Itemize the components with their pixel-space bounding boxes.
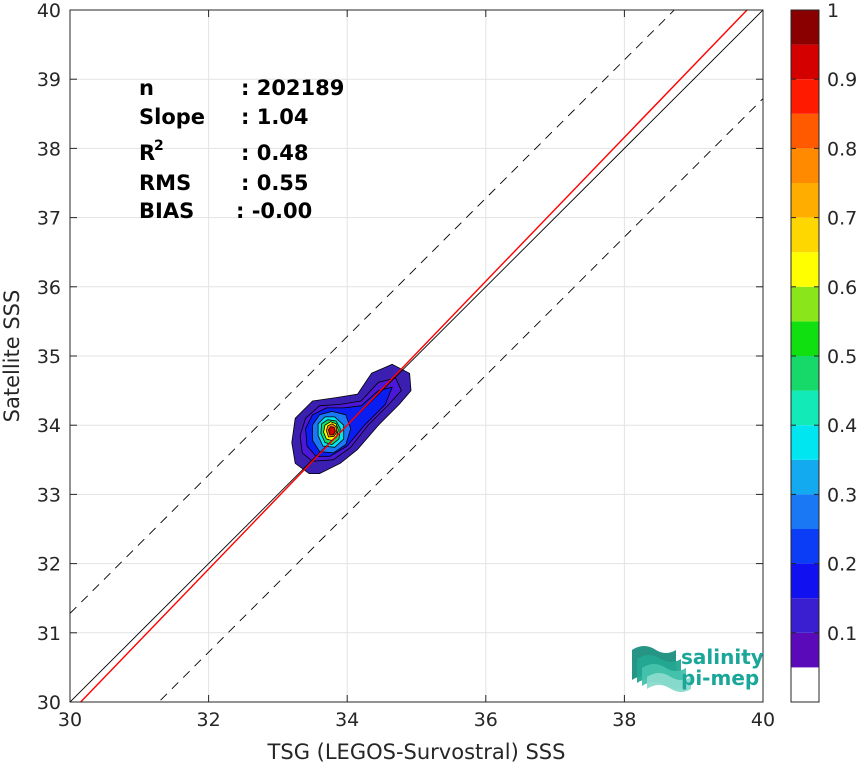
y-tick-label: 38 (37, 138, 61, 160)
colorbar-band (791, 113, 819, 149)
stat-label: R (139, 141, 155, 165)
density-contour (328, 426, 336, 436)
y-tick-label: 34 (37, 415, 61, 437)
colorbar-tick-label: 0.9 (827, 69, 857, 91)
logo-line2: pi-mep (681, 666, 759, 690)
stat-label: RMS (139, 171, 191, 195)
x-tick-label: 36 (474, 709, 498, 731)
x-tick-label: 34 (335, 709, 359, 731)
colorbar-tick-label: 0.1 (827, 623, 857, 645)
x-tick-label: 30 (58, 709, 82, 731)
colorbar-tick-label: 0.7 (827, 208, 857, 230)
x-tick-label: 32 (197, 709, 221, 731)
logo-line1: salinity (681, 645, 764, 669)
colorbar-band (791, 10, 819, 45)
y-axis-label: Satellite SSS (0, 290, 24, 423)
colorbar-band (791, 183, 819, 218)
colorbar-band (791, 44, 819, 80)
colorbar-band (791, 632, 819, 668)
colorbar-band (791, 252, 819, 287)
upper-bound-line (70, 10, 675, 614)
x-tick-label: 38 (612, 709, 636, 731)
stat-value: : 1.04 (241, 105, 309, 129)
identity-line (70, 10, 763, 702)
y-tick-label: 37 (37, 208, 61, 230)
colorbar-tick-label: 0.5 (827, 346, 857, 368)
colorbar-tick-label: 1 (827, 0, 839, 22)
logo-wave-icon (647, 673, 691, 692)
colorbar-band (791, 356, 819, 391)
x-tick-label: 40 (751, 709, 775, 731)
stat-label: n (139, 76, 154, 100)
y-tick-label: 32 (37, 554, 61, 576)
colorbar-tick-label: 0.3 (827, 484, 857, 506)
colorbar-band (791, 79, 819, 114)
y-tick-label: 36 (37, 277, 61, 299)
y-tick-label: 39 (37, 69, 61, 91)
stat-value: : 202189 (241, 76, 344, 100)
colorbar-band (791, 598, 819, 633)
stat-value: : 0.48 (241, 141, 309, 165)
stat-label: BIAS (139, 199, 194, 223)
stat-label: Slope (139, 105, 205, 129)
colorbar-band (791, 148, 819, 183)
y-tick-label: 31 (37, 623, 61, 645)
stat-value: : -0.00 (236, 199, 312, 223)
lower-bound-line (158, 98, 763, 702)
colorbar-band (791, 459, 819, 495)
colorbar-band (791, 390, 819, 426)
colorbar-tick-label: 0.6 (827, 277, 857, 299)
y-tick-label: 35 (37, 346, 61, 368)
colorbar-tick-label: 0.2 (827, 554, 857, 576)
colorbar-band (791, 425, 819, 460)
stat-superscript: 2 (154, 138, 164, 154)
colorbar-band (791, 217, 819, 253)
colorbar-band (791, 529, 819, 564)
stat-value: : 0.55 (241, 171, 309, 195)
regression-line (79, 10, 748, 702)
y-tick-label: 33 (37, 484, 61, 506)
colorbar-band (791, 563, 819, 599)
colorbar-band (791, 494, 819, 529)
y-tick-label: 40 (37, 0, 61, 22)
colorbar-tick-label: 0.8 (827, 138, 857, 160)
x-axis-label: TSG (LEGOS-Survostral) SSS (267, 740, 566, 764)
colorbar-band (791, 321, 819, 356)
colorbar-tick-label: 0.4 (827, 415, 857, 437)
colorbar-band (791, 667, 819, 702)
colorbar-band (791, 286, 819, 322)
y-tick-label: 30 (37, 692, 61, 714)
